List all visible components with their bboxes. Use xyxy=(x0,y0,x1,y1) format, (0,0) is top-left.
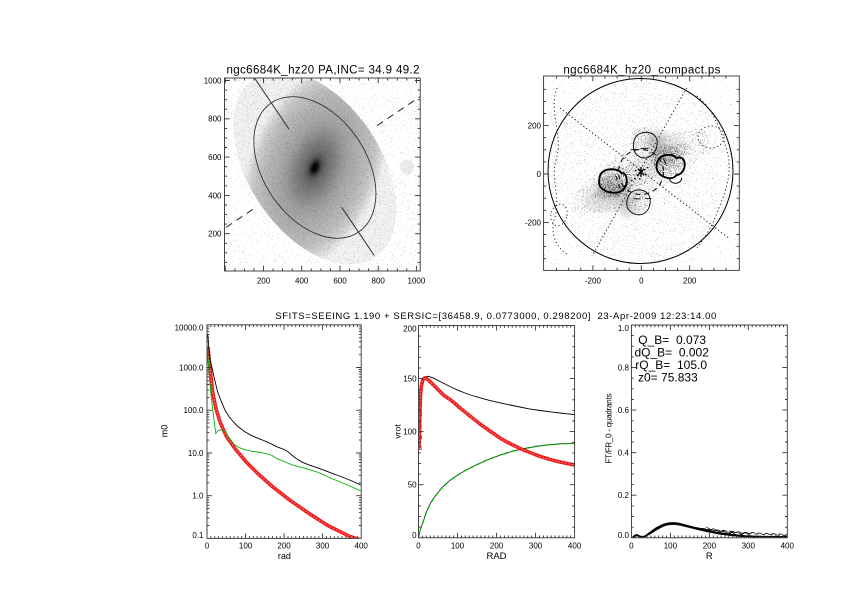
svg-text:1.0: 1.0 xyxy=(618,324,630,333)
svg-text:0: 0 xyxy=(629,542,634,551)
svg-text:600: 600 xyxy=(208,153,222,162)
svg-text:R: R xyxy=(706,551,713,562)
svg-text:300: 300 xyxy=(529,542,543,551)
svg-text:100: 100 xyxy=(239,542,253,551)
svg-text:200: 200 xyxy=(257,277,271,286)
svg-text:800: 800 xyxy=(372,277,386,286)
svg-text:200: 200 xyxy=(208,230,222,239)
svg-text:z0= 75.833: z0= 75.833 xyxy=(638,370,698,384)
svg-text:400: 400 xyxy=(781,542,795,551)
svg-text:400: 400 xyxy=(355,542,369,551)
svg-text:vrot: vrot xyxy=(393,424,403,439)
svg-text:0.6: 0.6 xyxy=(618,406,630,415)
svg-text:400: 400 xyxy=(295,277,309,286)
svg-text:dQ_B= 0.002: dQ_B= 0.002 xyxy=(635,346,710,360)
svg-text:0.0: 0.0 xyxy=(618,531,630,540)
svg-text:200: 200 xyxy=(703,542,717,551)
svg-text:50: 50 xyxy=(408,481,417,490)
svg-text:300: 300 xyxy=(742,542,756,551)
svg-text:100: 100 xyxy=(664,542,678,551)
svg-text:1.0: 1.0 xyxy=(192,492,204,501)
svg-text:0: 0 xyxy=(416,542,421,551)
svg-text:-200: -200 xyxy=(585,277,602,286)
svg-text:400: 400 xyxy=(568,542,582,551)
svg-text:600: 600 xyxy=(333,277,347,286)
svg-text:10000.0: 10000.0 xyxy=(175,324,204,333)
svg-text:100: 100 xyxy=(403,428,417,437)
svg-text:ngc6684K_hz20_compact.ps: ngc6684K_hz20_compact.ps xyxy=(563,65,720,77)
svg-text:400: 400 xyxy=(208,191,222,200)
svg-text:1000.0: 1000.0 xyxy=(179,363,204,372)
svg-text:ngc6684K_hz20 PA,INC= 34.9 49.: ngc6684K_hz20 PA,INC= 34.9 49.2 xyxy=(227,65,420,77)
svg-text:0.1: 0.1 xyxy=(192,531,204,540)
svg-text:100.0: 100.0 xyxy=(183,406,204,415)
svg-text:rad: rad xyxy=(278,551,291,561)
svg-text:200: 200 xyxy=(277,542,291,551)
svg-text:200: 200 xyxy=(490,542,504,551)
svg-text:200: 200 xyxy=(403,324,417,333)
svg-text:300: 300 xyxy=(316,542,330,551)
svg-text:0.8: 0.8 xyxy=(618,364,630,373)
svg-text:1000: 1000 xyxy=(408,277,426,286)
svg-text:Q_B= 0.073: Q_B= 0.073 xyxy=(638,333,706,347)
svg-text:800: 800 xyxy=(208,115,222,124)
svg-text:200: 200 xyxy=(683,277,697,286)
svg-text:1000: 1000 xyxy=(204,76,222,85)
svg-text:0: 0 xyxy=(412,531,417,540)
svg-text:-200: -200 xyxy=(525,218,542,227)
svg-text:m0: m0 xyxy=(160,425,170,438)
svg-text:0: 0 xyxy=(205,542,210,551)
svg-text:200: 200 xyxy=(528,122,542,131)
svg-text:SFITS=SEEING 1.190 + SERSIC=[3: SFITS=SEEING 1.190 + SERSIC=[36458.9, 0.… xyxy=(275,311,716,322)
svg-text:rQ_B= 105.0: rQ_B= 105.0 xyxy=(635,358,707,372)
svg-text:FT/FR_0 - quadrants: FT/FR_0 - quadrants xyxy=(605,394,614,464)
svg-text:0.2: 0.2 xyxy=(618,491,630,500)
svg-text:10.0: 10.0 xyxy=(188,449,204,458)
svg-text:150: 150 xyxy=(403,375,417,384)
svg-text:0: 0 xyxy=(639,277,644,286)
svg-text:0.4: 0.4 xyxy=(618,449,630,458)
svg-text:RAD: RAD xyxy=(486,551,506,562)
svg-text:100: 100 xyxy=(451,542,465,551)
svg-text:0: 0 xyxy=(537,170,542,179)
